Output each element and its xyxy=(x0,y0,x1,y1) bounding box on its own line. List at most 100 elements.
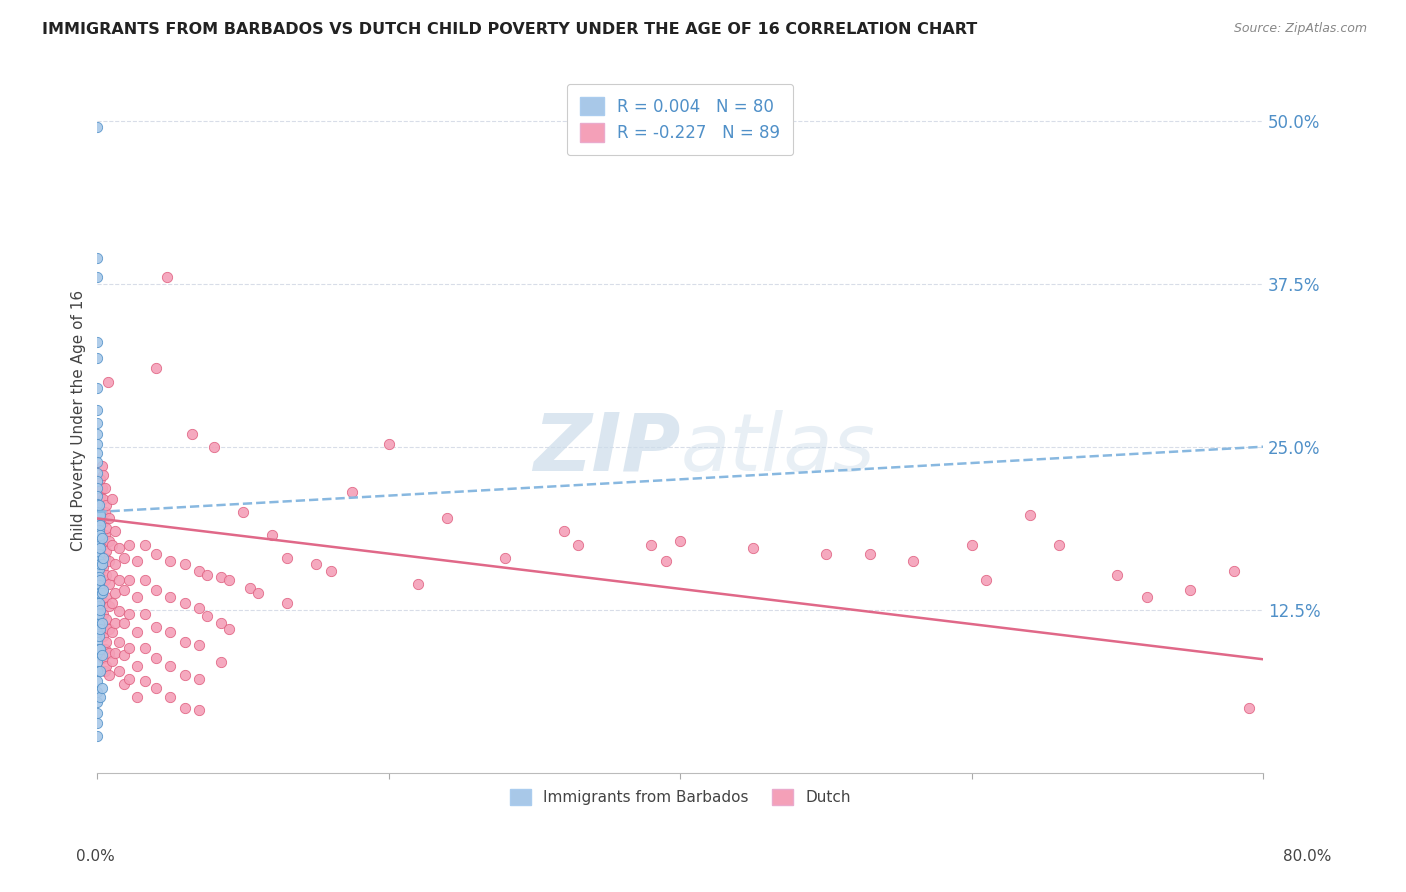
Point xyxy=(86,583,108,598)
Point xyxy=(145,547,167,561)
Point xyxy=(87,554,110,568)
Point xyxy=(86,729,108,743)
Point xyxy=(118,672,141,686)
Point xyxy=(188,703,211,717)
Point xyxy=(96,375,118,389)
Point xyxy=(87,567,110,582)
Point xyxy=(86,531,108,545)
Point xyxy=(134,640,156,655)
Point xyxy=(86,607,108,621)
Point xyxy=(145,361,167,376)
Point xyxy=(87,531,110,545)
Point xyxy=(94,612,117,626)
Point xyxy=(98,622,121,636)
Point xyxy=(89,564,111,578)
Point xyxy=(742,541,765,556)
Point xyxy=(94,499,117,513)
Point xyxy=(181,426,204,441)
Point xyxy=(86,537,108,551)
Point xyxy=(86,583,108,598)
Point xyxy=(86,437,108,451)
Point xyxy=(118,640,141,655)
Point xyxy=(145,651,167,665)
Point xyxy=(86,624,108,639)
Point xyxy=(86,482,108,496)
Point xyxy=(276,596,298,610)
Point xyxy=(125,590,148,604)
Point xyxy=(87,536,110,550)
Point xyxy=(903,554,925,568)
Point xyxy=(93,505,115,519)
Point xyxy=(93,620,115,634)
Point xyxy=(86,562,108,576)
Point xyxy=(960,537,983,551)
Point xyxy=(86,590,108,604)
Point xyxy=(86,270,108,285)
Point xyxy=(87,570,110,584)
Point xyxy=(87,578,110,592)
Point xyxy=(86,706,108,720)
Point xyxy=(93,641,115,656)
Text: IMMIGRANTS FROM BARBADOS VS DUTCH CHILD POVERTY UNDER THE AGE OF 16 CORRELATION : IMMIGRANTS FROM BARBADOS VS DUTCH CHILD … xyxy=(42,22,977,37)
Point xyxy=(112,648,135,663)
Point xyxy=(89,586,111,600)
Point xyxy=(86,455,108,469)
Point xyxy=(87,508,110,522)
Point xyxy=(89,603,111,617)
Point xyxy=(91,537,114,551)
Point xyxy=(378,437,401,451)
Point xyxy=(91,491,114,506)
Point xyxy=(98,533,121,548)
Point xyxy=(86,381,108,395)
Point xyxy=(89,557,111,571)
Point xyxy=(90,505,112,519)
Point xyxy=(94,520,117,534)
Point xyxy=(86,120,108,135)
Point xyxy=(87,578,110,592)
Point xyxy=(91,516,114,530)
Point xyxy=(86,695,108,709)
Point xyxy=(90,528,112,542)
Point xyxy=(91,559,114,574)
Point xyxy=(118,573,141,587)
Point xyxy=(89,489,111,503)
Point xyxy=(90,482,112,496)
Point xyxy=(86,615,108,630)
Point xyxy=(104,524,127,539)
Point xyxy=(87,516,110,530)
Point xyxy=(173,700,195,714)
Point xyxy=(112,583,135,598)
Point xyxy=(125,690,148,705)
Point xyxy=(86,674,108,689)
Point xyxy=(87,547,110,561)
Point xyxy=(188,638,211,652)
Point xyxy=(93,482,115,496)
Point xyxy=(406,576,429,591)
Point xyxy=(87,516,110,530)
Point xyxy=(669,533,692,548)
Point xyxy=(98,668,121,682)
Point xyxy=(108,664,131,678)
Point xyxy=(94,590,117,604)
Point xyxy=(567,537,589,551)
Point xyxy=(90,531,112,545)
Point xyxy=(173,596,195,610)
Point xyxy=(159,554,181,568)
Point xyxy=(125,624,148,639)
Point xyxy=(89,603,111,617)
Point xyxy=(94,544,117,558)
Point xyxy=(87,617,110,632)
Point xyxy=(89,664,111,678)
Point xyxy=(93,550,115,565)
Point xyxy=(145,583,167,598)
Point xyxy=(87,596,110,610)
Point xyxy=(89,573,111,587)
Point xyxy=(89,541,111,556)
Point xyxy=(91,651,114,665)
Point xyxy=(89,472,111,486)
Point xyxy=(86,426,108,441)
Point xyxy=(87,588,110,602)
Point xyxy=(89,524,111,539)
Point xyxy=(98,554,121,568)
Point xyxy=(93,664,115,678)
